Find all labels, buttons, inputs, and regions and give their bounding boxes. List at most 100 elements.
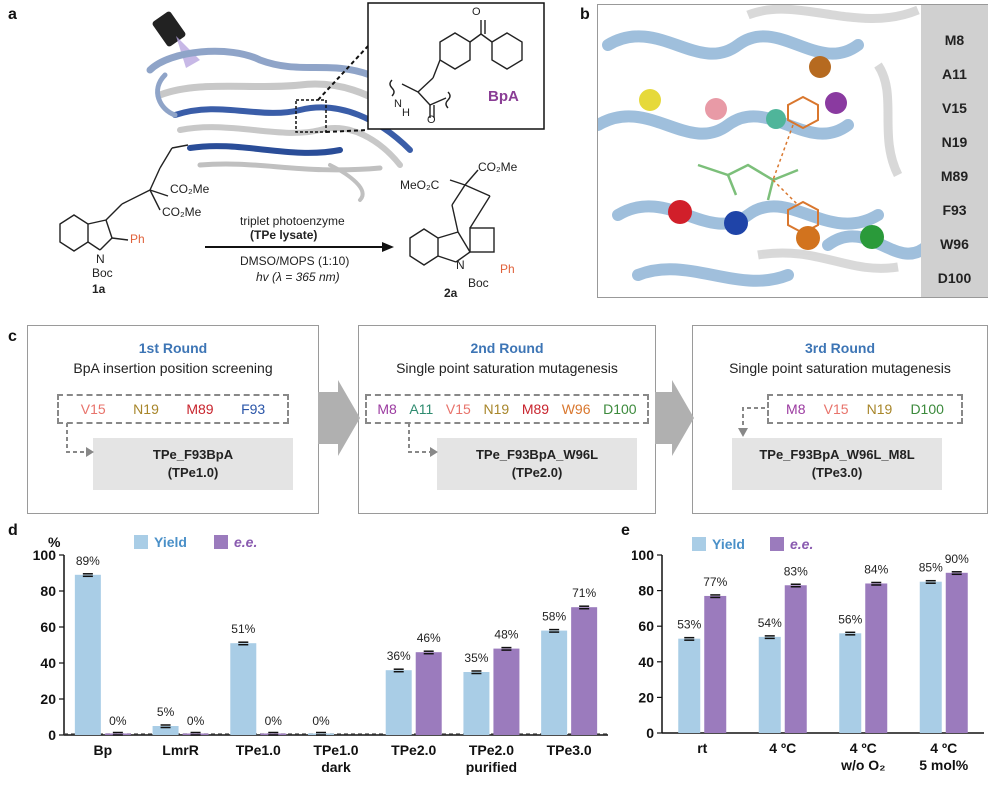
y-axis-label: % [48, 534, 61, 550]
residue-w96: W96 [940, 236, 969, 252]
position-f93: F93 [241, 401, 266, 417]
y-tick-label: 0 [48, 727, 56, 743]
position-v15: V15 [80, 401, 106, 417]
bar-yield [919, 581, 942, 733]
reactant-code: 1a [92, 282, 106, 296]
round-3-result-variant: TPe_F93BpA_W96L_M8L [759, 447, 915, 462]
x-tick-label: Bp [94, 742, 113, 758]
x-tick-label: 5 mol% [919, 757, 969, 773]
position-m8: M8 [377, 401, 397, 417]
x-tick-label: TPe1.0 [236, 742, 281, 758]
data-label: 71% [572, 586, 596, 600]
x-tick-label: TPe3.0 [547, 742, 592, 758]
legend-swatch-yield [134, 535, 148, 549]
bar-yield [678, 638, 701, 733]
data-label: 85% [919, 561, 943, 575]
round-2-result-name: (TPe2.0) [511, 465, 563, 480]
data-label: 89% [76, 554, 100, 568]
y-tick-label: 40 [40, 655, 56, 671]
bar-yield [463, 672, 490, 735]
residue-m89: M89 [940, 168, 969, 184]
position-m8: M8 [786, 401, 806, 417]
product-meo2c: MeO₂C [400, 178, 440, 192]
round-1-title: 1st Round [138, 340, 208, 356]
y-tick-label: 20 [638, 689, 654, 705]
product-code: 2a [444, 286, 458, 300]
bpa-structure [389, 20, 523, 118]
y-tick-label: 40 [638, 654, 654, 670]
residue-d100: D100 [937, 270, 972, 286]
x-tick-label: TPe1.0 [313, 742, 358, 758]
data-label: 51% [231, 622, 255, 636]
round-2-positions: M8 A11 V15 N19 M89 W96 D100 [365, 394, 649, 424]
bar-ee [704, 595, 727, 733]
bar-yield [758, 636, 781, 733]
x-tick-label: purified [466, 759, 517, 775]
position-v15: V15 [823, 401, 849, 417]
round-2-subtitle: Single point saturation mutagenesis [396, 360, 618, 376]
round-1-result-name: (TPe1.0) [167, 465, 219, 480]
legend-label-yield: Yield [712, 536, 745, 552]
data-label: 84% [864, 562, 888, 576]
x-tick-label: LmrR [162, 742, 199, 758]
round-1-result: TPe_F93BpA (TPe1.0) [93, 438, 293, 490]
bar-ee [784, 585, 807, 733]
y-tick-label: 100 [632, 547, 654, 563]
data-label: 46% [417, 631, 441, 645]
position-d100: D100 [910, 401, 944, 417]
round-arrow-2 [655, 380, 694, 456]
panel-label-a: a [8, 6, 17, 23]
residue-m8: M8 [944, 32, 965, 48]
legend-label-yield: Yield [154, 534, 187, 550]
chart-d: 0 20 40 60 80 100% Yield e.e. 89% 0% Bp 5% 0% LmrR 51%… [33, 534, 608, 775]
data-label: 0% [312, 714, 330, 728]
reactant-1a-structure [59, 144, 189, 252]
round-2-result-variant: TPe_F93BpA_W96L [475, 447, 599, 462]
reactant-co2me-1: CO₂Me [170, 182, 210, 196]
round-3-title: 3rd Round [805, 340, 875, 356]
bpa-label: BpA [488, 88, 519, 105]
position-v15: V15 [445, 401, 471, 417]
round-2-box: 2nd Round Single point saturation mutage… [358, 325, 656, 514]
bar-yield [152, 726, 179, 735]
position-m89: M89 [521, 401, 550, 417]
y-tick-label: 100 [33, 547, 57, 563]
bar-yield [385, 670, 412, 735]
reactant-ph: Ph [130, 232, 145, 246]
data-label: 90% [945, 552, 969, 566]
data-label: 53% [677, 618, 701, 632]
residue-f93: F93 [942, 202, 967, 218]
panel-label-e: e [621, 522, 630, 539]
data-label: 77% [703, 575, 727, 589]
bar-ee [571, 607, 598, 735]
data-label: 54% [758, 616, 782, 630]
round-1-positions: V15 N19 M89 F93 [57, 394, 289, 424]
bar-yield [230, 643, 257, 735]
position-n19: N19 [483, 401, 510, 417]
round-1-result-variant: TPe_F93BpA [152, 447, 234, 462]
panel-label-d: d [8, 522, 18, 539]
x-tick-label: rt [697, 740, 707, 756]
round-3-subtitle: Single point saturation mutagenesis [729, 360, 951, 376]
panel-label-b: b [580, 6, 590, 23]
round-1-box: 1st Round BpA insertion position screeni… [27, 325, 319, 514]
legend-label-ee: e.e. [790, 536, 813, 552]
bar-ee [865, 583, 888, 733]
legend-label-ee: e.e. [234, 534, 257, 550]
position-d100: D100 [603, 401, 637, 417]
product-n: N [456, 258, 465, 272]
data-label: 35% [464, 651, 488, 665]
round-2-result: TPe_F93BpA_W96L (TPe2.0) [437, 438, 637, 490]
residue-a11: A11 [942, 66, 967, 82]
panel-a-scheme [59, 2, 545, 266]
bar-ee [415, 652, 442, 735]
residue-v15: V15 [942, 100, 967, 116]
data-label: 36% [387, 649, 411, 663]
data-label: 83% [784, 564, 808, 578]
position-w96: W96 [561, 401, 591, 417]
data-label: 56% [838, 612, 862, 626]
bpa-nh-h: H [402, 107, 410, 119]
product-ph: Ph [500, 262, 515, 276]
y-tick-label: 0 [646, 725, 654, 741]
